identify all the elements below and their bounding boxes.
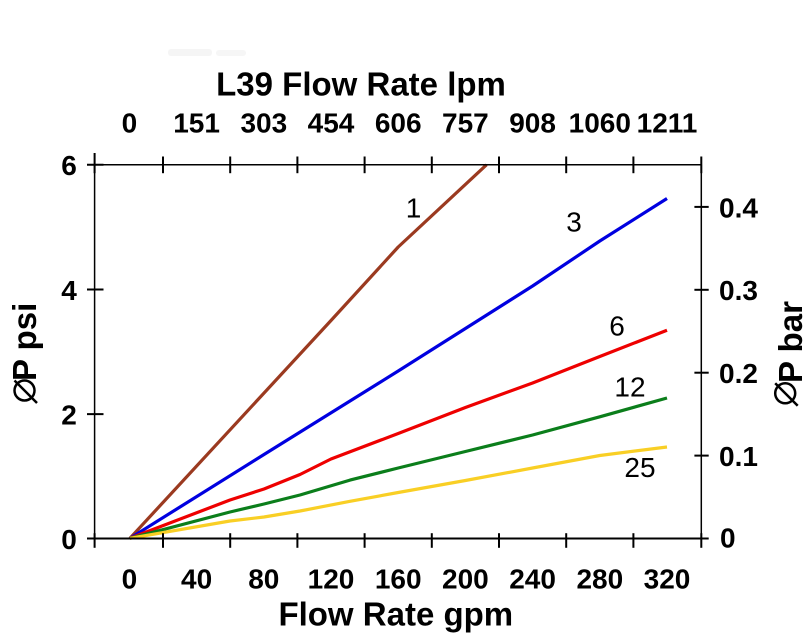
svg-text:120: 120 <box>308 563 355 594</box>
svg-text:1060: 1060 <box>569 108 631 139</box>
svg-text:160: 160 <box>375 563 422 594</box>
svg-text:6: 6 <box>609 310 625 341</box>
svg-text:0.2: 0.2 <box>719 358 758 389</box>
svg-text:3: 3 <box>566 206 582 237</box>
svg-text:280: 280 <box>576 563 623 594</box>
svg-text:0: 0 <box>720 523 736 554</box>
svg-text:320: 320 <box>644 563 691 594</box>
svg-text:P bar: P bar <box>772 301 808 383</box>
svg-text:151: 151 <box>173 108 220 139</box>
svg-text:1211: 1211 <box>637 108 698 139</box>
svg-text:6: 6 <box>61 150 77 181</box>
svg-text:Flow Rate gpm: Flow Rate gpm <box>278 595 513 632</box>
svg-text:240: 240 <box>509 563 556 594</box>
svg-text:0.4: 0.4 <box>719 192 758 223</box>
svg-text:0: 0 <box>122 563 138 594</box>
svg-text:454: 454 <box>308 108 355 139</box>
svg-text:L39 Flow Rate lpm: L39 Flow Rate lpm <box>216 66 506 103</box>
svg-text:0.3: 0.3 <box>719 275 758 306</box>
svg-text:0: 0 <box>122 108 138 139</box>
svg-text:757: 757 <box>442 108 489 139</box>
svg-text:908: 908 <box>509 108 556 139</box>
svg-text:1: 1 <box>406 193 422 224</box>
svg-text:606: 606 <box>375 108 422 139</box>
svg-text:0.1: 0.1 <box>719 441 758 472</box>
svg-text:0: 0 <box>61 524 77 555</box>
svg-text:200: 200 <box>442 563 489 594</box>
svg-text:303: 303 <box>240 108 287 139</box>
svg-text:4: 4 <box>61 275 77 306</box>
svg-text:12: 12 <box>614 371 645 402</box>
svg-text:40: 40 <box>181 563 212 594</box>
svg-text:2: 2 <box>61 400 77 431</box>
svg-text:P psi: P psi <box>6 303 43 381</box>
svg-text:25: 25 <box>624 452 655 483</box>
svg-text:80: 80 <box>248 563 279 594</box>
